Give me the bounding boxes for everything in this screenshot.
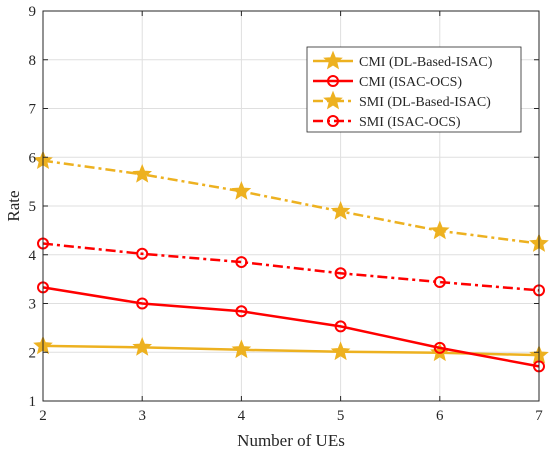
y-tick-label: 5 [29,199,37,215]
y-axis-label: Rate [4,190,23,221]
data-point-star [231,339,252,359]
data-point-circle [235,256,248,269]
data-point-circle [136,297,149,310]
legend-marker [323,50,343,70]
series-1 [33,335,549,364]
data-point-star [330,341,351,361]
data-point-circle [433,341,446,354]
legend-item: SMI (DL-Based-ISAC) [313,90,491,110]
data-point-star [231,181,252,200]
x-tick-label: 2 [39,408,47,424]
y-tick-label: 3 [29,297,37,313]
legend-marker [323,90,343,110]
x-axis-label: Number of UEs [237,431,345,450]
series-line [42,242,540,292]
series-2 [37,281,545,373]
data-point-circle [334,320,347,333]
legend-label: CMI (DL-Based-ISAC) [359,55,493,70]
x-tick-label: 5 [337,408,345,424]
y-tick-label: 8 [29,53,37,69]
legend-label: SMI (DL-Based-ISAC) [359,95,491,110]
x-tick-label: 4 [238,408,246,424]
legend-label: CMI (ISAC-OCS) [359,75,462,90]
data-point-star [429,220,450,240]
legend-marker [327,75,339,87]
x-tick-label: 7 [535,408,543,424]
legend-marker [327,115,339,127]
y-tick-label: 6 [29,150,37,166]
data-point-circle [433,276,446,289]
y-tick-label: 4 [29,248,37,264]
legend-item: CMI (DL-Based-ISAC) [313,50,493,70]
data-point-circle [235,305,248,318]
y-tick-label: 1 [29,394,37,410]
legend-label: SMI (ISAC-OCS) [359,115,461,130]
data-point-circle [136,247,149,260]
x-tick-label: 6 [436,408,444,424]
series-line [42,344,540,357]
y-tick-label: 9 [29,4,37,20]
y-tick-label: 2 [29,345,37,361]
legend: CMI (DL-Based-ISAC) CMI (ISAC-OCS) SMI (DL… [306,46,522,133]
legend-item: SMI (ISAC-OCS) [313,115,461,130]
data-point-star [132,163,153,183]
y-tick-label: 7 [29,102,37,118]
legend-item: CMI (ISAC-OCS) [313,75,462,90]
data-point-circle [334,267,347,280]
series-layer [33,150,549,373]
series-line [42,286,540,368]
x-tick-label: 3 [138,408,146,424]
data-point-star [132,337,153,356]
data-point-star [330,201,351,220]
